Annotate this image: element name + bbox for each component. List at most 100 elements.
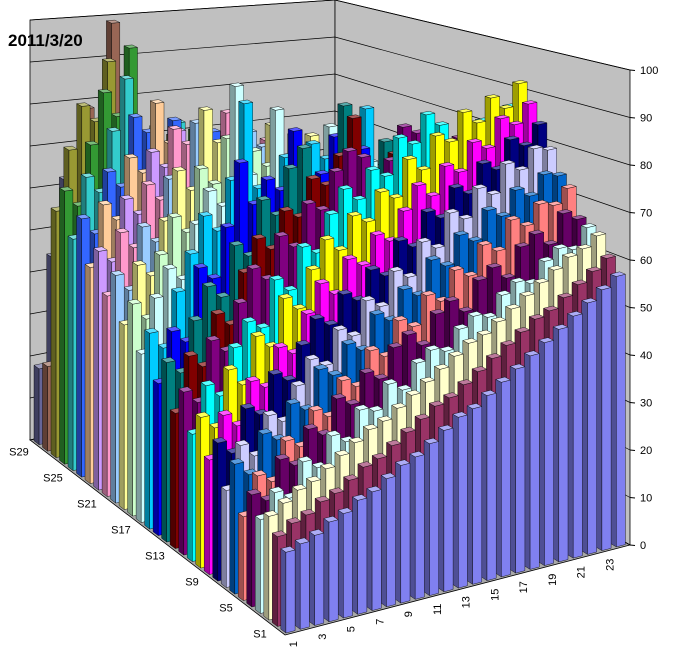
y-tick [629,497,636,499]
bar-front-face [443,427,454,593]
bar-top-face [419,110,436,116]
bar-top-face [274,453,290,461]
bar-top-face [127,298,142,305]
bar-top-face [369,309,385,316]
bar-top-face [392,133,409,139]
bar-top-face [533,278,550,284]
bar-top-face [341,254,358,260]
bar-left-face [323,518,330,623]
bar-top-face [537,256,555,262]
bar-top-face [552,243,569,249]
bar-top-face [337,184,354,190]
x-tick-label: 11 [432,604,444,615]
bar-top-face [332,324,348,331]
bar-top-face [420,207,437,213]
bar [366,485,382,611]
bar [337,507,353,619]
bar-top-face [369,230,386,236]
bar-top-face [542,240,559,246]
bar-top-face [443,392,459,399]
bar-left-face [33,364,40,446]
bar-top-face [527,144,544,150]
bar-top-face [323,319,339,326]
bar-top-face [377,137,394,143]
bar-top-face [228,240,244,246]
bar-top-face [105,19,121,24]
bar-top-face [374,301,390,307]
y-tick [629,307,636,309]
bar-top-face [406,321,422,328]
bar-top-face [332,245,349,251]
y-tick-label: 20 [640,445,652,457]
bar-left-face [169,409,176,549]
bar-top-face [269,106,285,111]
bar-top-face [346,114,363,119]
bar-top-face [330,393,347,400]
bar-top-face [609,271,627,277]
bar-top-face [373,373,389,380]
bar-top-face [63,145,78,151]
bar-top-face [188,315,204,322]
bar-top-face [304,132,320,137]
bar-top-face [229,458,245,465]
bar-left-face [409,453,416,600]
bar-top-face [394,459,411,466]
bar-top-face [538,337,555,343]
bar-top-face [366,485,382,493]
bar-top-face [466,138,483,143]
bar-top-face [470,119,487,124]
bar [280,546,296,634]
bar-left-face [337,509,344,619]
bar-left-face [309,531,315,626]
bar-top-face [97,200,113,206]
bar-top-face [153,250,169,256]
bar-top-face [485,262,502,269]
bar [380,472,397,608]
bar-top-face [166,326,181,332]
bar-left-face [152,379,159,537]
bar-top-face [323,515,339,523]
bar-top-face [387,266,404,272]
bar-top-face [262,410,278,417]
bar-top-face [307,405,324,412]
bar-top-face [471,275,488,281]
bar-top-face [257,428,273,435]
bar-top-face [476,240,493,246]
x-tick-label: 3 [317,634,329,640]
bar-top-face [302,423,319,430]
bar-top-face [200,380,216,387]
bars [33,19,627,634]
bar-left-face [135,350,142,524]
bar [323,515,339,623]
bar-left-face [352,496,358,615]
bar-top-face [523,350,540,357]
bar-front-face [587,300,597,555]
bar-top-face [513,165,530,171]
bar-top-face [359,367,375,374]
bar-top-face [387,193,404,199]
bar-top-face [452,411,468,418]
bar-front-face [400,462,411,604]
bar-top-face [166,116,182,121]
bar-top-face [193,164,209,170]
bar-top-face [531,120,547,126]
bar-top-face [448,265,465,271]
bar-front-face [515,366,526,574]
bar-top-face [323,209,340,215]
series-label: S29 [9,447,29,459]
bar-front-face [601,287,612,551]
bar-left-face [481,392,488,581]
bar-left-face [67,235,74,472]
bar-left-face [101,292,108,498]
bar-top-face [541,146,558,151]
bar-top-face [251,469,267,477]
bar-top-face [382,378,398,385]
bar-left-face [212,439,219,582]
bar-top-face [514,242,531,248]
bar-top-face [433,363,450,370]
bar-top-face [280,546,296,553]
bar-top-face [560,184,578,189]
bar-top-face [119,75,134,80]
y-tick-label: 10 [640,492,652,504]
y-tick-label: 60 [640,255,652,267]
